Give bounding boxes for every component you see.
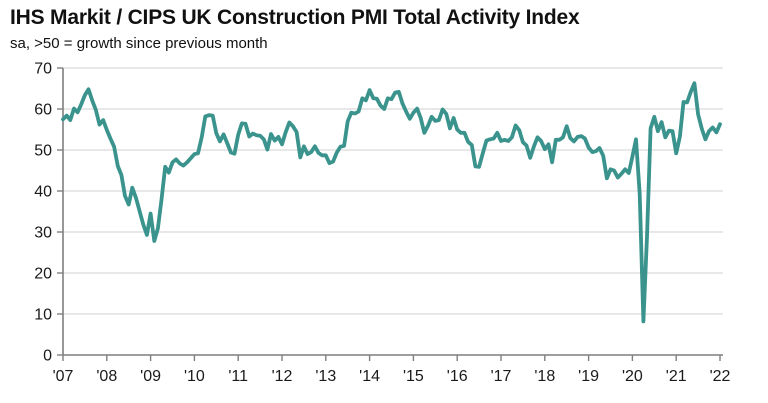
x-tick-label: '08 <box>96 368 117 385</box>
chart-subtitle: sa, >50 = growth since previous month <box>10 35 268 52</box>
x-tick-label: '18 <box>534 368 555 385</box>
y-tick-label: 70 <box>34 61 52 78</box>
x-tick-label: '21 <box>666 368 687 385</box>
y-tick-label: 30 <box>34 225 52 242</box>
y-tick-label: 50 <box>34 143 52 160</box>
x-tick-label: '17 <box>491 368 512 385</box>
y-tick-label: 60 <box>34 102 52 119</box>
y-tick-label: 40 <box>34 184 52 201</box>
x-tick-label: '13 <box>315 368 336 385</box>
x-tick-label: '16 <box>447 368 468 385</box>
y-tick-label: 10 <box>34 307 52 324</box>
pmi-line <box>61 81 722 324</box>
x-tick-label: '09 <box>140 368 161 385</box>
chart-title: IHS Markit / CIPS UK Construction PMI To… <box>10 6 580 29</box>
x-tick-label: '12 <box>272 368 293 385</box>
x-tick-label: '15 <box>403 368 424 385</box>
x-tick-label: '11 <box>228 368 248 385</box>
x-tick-label: '10 <box>184 368 205 385</box>
y-tick-label: 20 <box>34 266 52 283</box>
y-tick-label: 0 <box>43 348 52 365</box>
x-tick-label: '22 <box>710 368 731 385</box>
x-tick-label: '07 <box>53 368 74 385</box>
x-tick-label: '14 <box>359 368 380 385</box>
x-tick-label: '20 <box>622 368 643 385</box>
x-tick-label: '19 <box>578 368 599 385</box>
